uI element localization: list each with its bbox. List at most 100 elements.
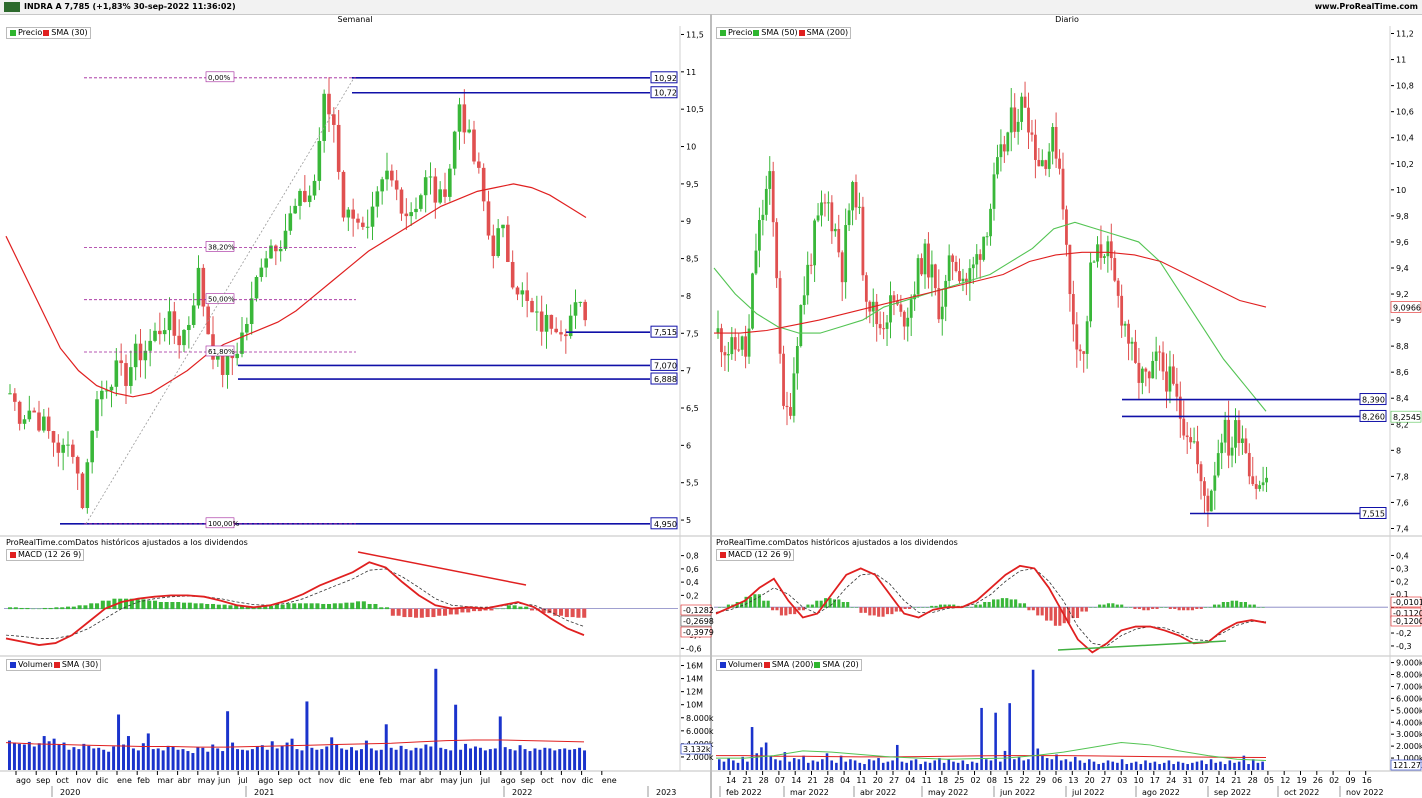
- daily-candle-body: [1144, 368, 1148, 372]
- daily-candle-body: [1175, 383, 1179, 397]
- daily-volume-legend[interactable]: Volumen SMA (200) SMA (20): [716, 659, 862, 671]
- daily-candle-body: [933, 264, 937, 289]
- weekly-volume-bar: [355, 750, 358, 770]
- daily-volume-bar: [1125, 764, 1129, 770]
- weekly-candle-body: [525, 290, 529, 301]
- daily-macd-histogram-bar: [850, 607, 854, 608]
- weekly-volume-bar: [563, 748, 567, 770]
- daily-candle-body: [1151, 360, 1155, 379]
- weekly-candle-body: [356, 218, 360, 223]
- weekly-volume-bar: [483, 750, 487, 770]
- weekly-macd-histogram-bar: [489, 608, 494, 611]
- daily-candle-body: [751, 273, 754, 329]
- panel-divider[interactable]: [710, 14, 712, 798]
- weekly-volume-bar: [404, 749, 408, 770]
- daily-candle-body: [978, 254, 982, 260]
- daily-price-legend[interactable]: Precio SMA (50) SMA (200): [716, 27, 852, 39]
- daily-macd-histogram-bar: [1053, 607, 1057, 626]
- weekly-volume-bar: [196, 747, 200, 770]
- weekly-price-legend[interactable]: Precio SMA (30): [6, 27, 91, 39]
- weekly-macd-histogram-bar: [89, 603, 94, 610]
- daily-candle-body: [1203, 481, 1206, 496]
- weekly-macd-histogram-bar: [402, 608, 407, 618]
- daily-macd-histogram-bar: [974, 604, 978, 608]
- daily-candle-body: [1106, 241, 1110, 257]
- daily-candle-body: [1023, 96, 1027, 108]
- daily-volume-bar: [755, 753, 759, 770]
- daily-macd-tick-label: -0,2: [1396, 629, 1412, 638]
- weekly-volume-bar: [454, 704, 458, 770]
- daily-candle-body: [1206, 495, 1210, 512]
- daily-volume-bar: [1088, 759, 1091, 770]
- daily-macd-histogram-bar: [952, 604, 956, 608]
- daily-month-label: feb 2022: [726, 788, 762, 797]
- daily-candle-body: [809, 264, 813, 266]
- daily-candle-body: [726, 354, 730, 356]
- weekly-candle-body: [462, 104, 467, 133]
- weekly-candle-body: [119, 360, 123, 364]
- daily-macd-histogram-bar: [859, 607, 863, 613]
- weekly-macd-histogram-bar: [48, 607, 53, 610]
- daily-volume-bar: [1036, 748, 1040, 770]
- daily-volume-tick-label: 6.000k: [1396, 694, 1422, 703]
- daily-candle-body: [1116, 280, 1120, 296]
- daily-volume-bar: [956, 762, 960, 770]
- weekly-candle-body: [303, 190, 307, 202]
- weekly-volume-bar: [82, 743, 86, 770]
- daily-candle-body: [754, 250, 758, 274]
- weekly-volume-bar: [548, 748, 552, 770]
- daily-candle-body: [902, 311, 906, 327]
- weekly-volume-bar: [335, 744, 339, 770]
- daily-volume-bar: [802, 755, 805, 770]
- weekly-y-tick-label: 10: [686, 143, 696, 152]
- daily-macd-histogram-bar: [1151, 607, 1155, 609]
- weekly-macd-legend[interactable]: MACD (12 26 9): [6, 549, 85, 561]
- daily-x-tick-label: 02: [971, 776, 981, 785]
- weekly-macd-histogram-bar: [153, 600, 158, 610]
- daily-candle-body: [1068, 244, 1072, 295]
- daily-candle-body: [1258, 485, 1262, 489]
- weekly-candle-body: [385, 170, 389, 180]
- daily-macd-histogram-bar: [788, 607, 792, 615]
- daily-volume-bar: [746, 761, 749, 770]
- weekly-candle-body: [559, 332, 563, 335]
- daily-macd-histogram-bar: [921, 607, 925, 608]
- daily-macd-histogram-bar: [1212, 604, 1217, 608]
- weekly-x-tick-label: abr: [420, 776, 434, 785]
- daily-month-label: ago 2022: [1142, 788, 1180, 797]
- daily-candle-body: [1013, 107, 1017, 132]
- weekly-candle-body: [375, 191, 380, 207]
- weekly-macd-tick-label: 0,2: [686, 591, 699, 600]
- weekly-volume-bar: [156, 748, 160, 770]
- weekly-x-tick-label: mar: [400, 776, 417, 785]
- weekly-macd-signal-line: [5, 568, 585, 639]
- daily-candle-body: [802, 295, 806, 306]
- daily-candle-body: [989, 208, 992, 237]
- daily-macd-histogram-bar: [894, 607, 898, 612]
- weekly-x-tick-label: jun: [217, 776, 230, 785]
- daily-volume-bar: [1153, 761, 1157, 770]
- weekly-volume-bar: [523, 749, 527, 770]
- weekly-volume-bar: [508, 749, 512, 770]
- daily-volume-value-label: 121.273: [1393, 761, 1422, 770]
- daily-macd-histogram-bar: [766, 600, 770, 608]
- weekly-volume-legend[interactable]: Volumen SMA (30): [6, 659, 102, 671]
- weekly-level-box: [650, 517, 678, 530]
- daily-macd-legend[interactable]: MACD (12 26 9): [716, 549, 795, 561]
- daily-candle-body: [775, 222, 779, 279]
- site-link[interactable]: www.ProRealTime.com: [1314, 2, 1418, 11]
- daily-candle-body: [747, 328, 751, 357]
- weekly-candle-body: [46, 416, 51, 432]
- daily-macd-signal-line: [715, 567, 1266, 647]
- weekly-volume-bar: [488, 749, 492, 770]
- daily-volume-bar: [1237, 761, 1241, 770]
- weekly-macd-histogram-bar: [280, 604, 285, 610]
- weekly-candle-body: [17, 401, 22, 424]
- daily-candle-body: [892, 295, 896, 301]
- daily-macd-histogram-bar: [757, 594, 761, 608]
- weekly-x-tick-label: sep: [279, 776, 293, 785]
- daily-candle-body: [816, 215, 820, 221]
- weekly-volume-tick-label: 12M: [686, 688, 703, 697]
- daily-macd-histogram-bar: [837, 599, 841, 608]
